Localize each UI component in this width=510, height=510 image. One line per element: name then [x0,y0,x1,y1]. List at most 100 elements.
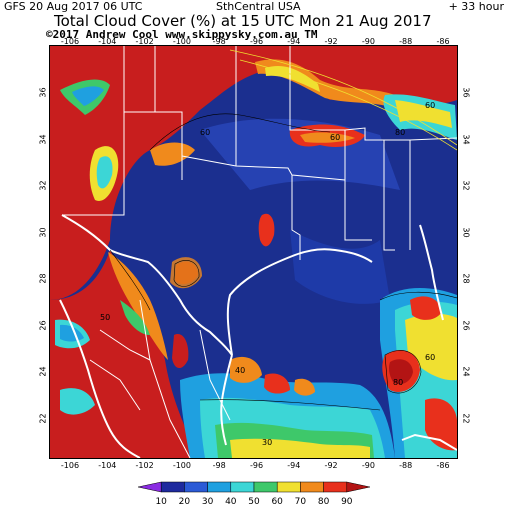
cloud-fringe [265,65,320,92]
latitude-tick-label: 32 [38,180,48,191]
longitude-tick-label: -104 [98,37,117,46]
cloud-fringe [264,373,290,394]
cloud-fringe [294,378,315,396]
contour-label: 50 [100,313,110,322]
overcast-cell [410,296,442,320]
colorbar-label: 50 [248,497,260,507]
overcast-cell [389,359,413,385]
credit-line: ©2017 Andrew Cool www.skippysky.com.au T… [46,28,318,41]
latitude-tick-label: 28 [38,273,48,284]
cloud-fringe [230,438,370,458]
cloud-fringe [60,324,84,342]
latitude-tick-label: 34 [38,133,48,145]
latitude-tick-label: 30 [38,227,48,238]
longitude-tick-label: -88 [399,37,413,46]
longitude-tick-label: -86 [436,37,450,46]
contour-label: 30 [262,438,272,447]
longitude-tick-label: -104 [98,461,117,470]
latitude-tick-label: 34 [461,133,471,145]
latitude-tick-label: 36 [38,87,48,98]
cloud-fringe [108,252,168,360]
colorbar-swatch [137,481,162,493]
longitude-tick-label: -92 [324,37,338,46]
latitude-tick-label: 22 [461,413,471,424]
colorbar-label: 40 [225,497,237,507]
map-border [49,45,458,459]
colorbar-swatch [160,481,185,493]
longitude-tick-label: -86 [436,461,450,470]
cloud-fringe [150,142,195,166]
contour-label: 60 [200,128,210,137]
thin-overlay-lines [229,49,457,151]
contour-label: 60 [425,101,435,110]
colorbar-swatch [300,481,324,493]
colorbar-swatch [253,481,278,493]
longitude-tick-label: -106 [60,461,80,470]
longitude-tick-label: -102 [135,461,154,470]
latitude-tick-label: 24 [461,366,471,378]
contour-label: 60 [330,133,340,142]
state-borders [62,46,457,260]
overcast-region-north [50,46,457,300]
longitude-tick-label: -102 [135,37,154,46]
longitude-tick-label: -94 [287,37,301,46]
longitude-tick-label: -100 [172,461,191,470]
cloud-fringe [300,132,355,143]
cloud-band-low [290,230,390,304]
overcast-cell [258,213,275,247]
colorbar-swatch [230,481,255,493]
latitude-tick-label: 22 [38,413,48,424]
longitude-tick-label: -106 [60,37,80,46]
cloud-fringe [60,388,95,415]
cloud-fringe [72,86,104,106]
colorbar-swatch [346,481,371,493]
mexico-borders [89,299,231,458]
latitude-tick-label: 26 [38,320,48,331]
longitude-tick-label: -98 [212,461,226,470]
longitude-tick-label: -88 [399,461,413,470]
cloud-fringe [120,300,150,335]
contour-label: 80 [393,378,403,387]
overcast-cell [172,334,189,369]
model-run-label: GFS 20 Aug 2017 06 UTC [4,0,143,13]
longitude-tick-label: -90 [361,37,375,46]
overcast-cell [425,398,457,451]
contour-label: 40 [235,366,245,375]
region-label: SthCentral USA [216,0,301,13]
cloud-cover-colorbar [137,481,371,493]
longitude-tick-label: -98 [212,37,226,46]
longitude-tick-label: -100 [172,37,191,46]
colorbar-label: 30 [201,497,214,507]
cloud-fringe [96,156,113,189]
longitude-tick-label: -92 [324,461,338,470]
latitude-tick-label: 26 [461,320,471,331]
longitude-tick-label: -90 [361,461,375,470]
latitude-tick-label: 30 [461,227,471,238]
colorbar-swatch [276,481,301,493]
latitude-tick-label: 36 [461,87,471,98]
longitude-tick-label: -96 [249,461,264,470]
contour-label: 80 [395,128,405,137]
latitude-tick-label: 32 [461,180,471,191]
colorbar-label: 80 [317,497,330,507]
map-title: Total Cloud Cover (%) at 15 UTC Mon 21 A… [54,12,432,30]
cloud-fringe [170,257,202,289]
coastlines [59,214,457,458]
colorbar-label: 60 [271,497,283,507]
latitude-tick-label: 24 [38,366,48,378]
contour-label: 60 [425,353,435,362]
latitude-tick-label: 28 [461,273,471,284]
forecast-hour-label: + 33 hour [448,0,504,13]
colorbar-label: 90 [341,497,353,507]
colorbar-swatch [323,481,348,493]
longitude-tick-label: -96 [249,37,264,46]
cloud-fringe [230,356,262,383]
cloud-fringe [395,100,452,128]
colorbar-label: 20 [178,497,191,507]
colorbar-label: 10 [155,497,167,507]
colorbar-label: 70 [294,497,307,507]
colorbar-swatch [207,481,232,493]
longitude-tick-label: -94 [287,461,301,470]
colorbar-swatch [184,481,208,493]
